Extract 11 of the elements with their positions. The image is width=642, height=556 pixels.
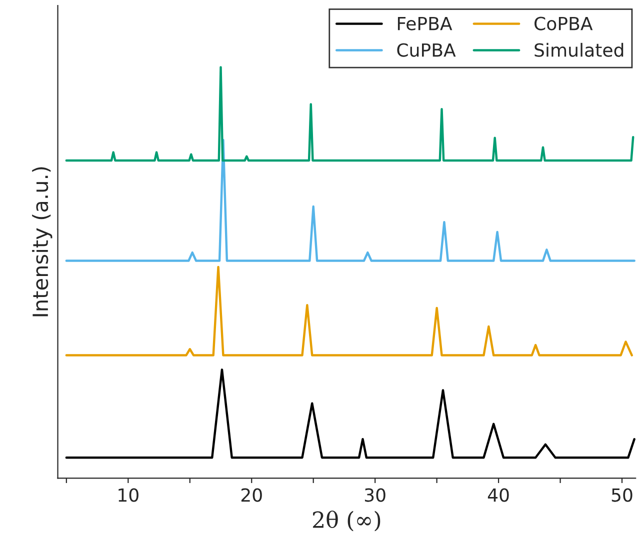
x-tick-label: 20 bbox=[241, 488, 262, 502]
legend-label: FePBA bbox=[398, 16, 452, 30]
legend-label: Simulated bbox=[534, 42, 624, 57]
x-tick-label: 40 bbox=[488, 488, 509, 502]
x-tick-label: 10 bbox=[118, 488, 138, 502]
legend-label: CoPBA bbox=[534, 16, 593, 30]
x-axis-title: 2θ (∞) bbox=[312, 510, 380, 532]
x-tick-label: 50 bbox=[612, 488, 632, 502]
x-tick-label: 30 bbox=[364, 488, 386, 502]
legend-label: CuPBA bbox=[397, 43, 456, 57]
y-axis-title: Intensity (a.u.) bbox=[32, 167, 52, 316]
